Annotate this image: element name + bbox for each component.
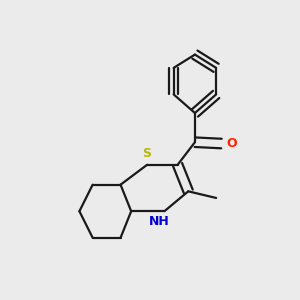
Text: O: O bbox=[226, 137, 237, 150]
Text: NH: NH bbox=[149, 215, 170, 228]
Text: S: S bbox=[142, 147, 152, 160]
